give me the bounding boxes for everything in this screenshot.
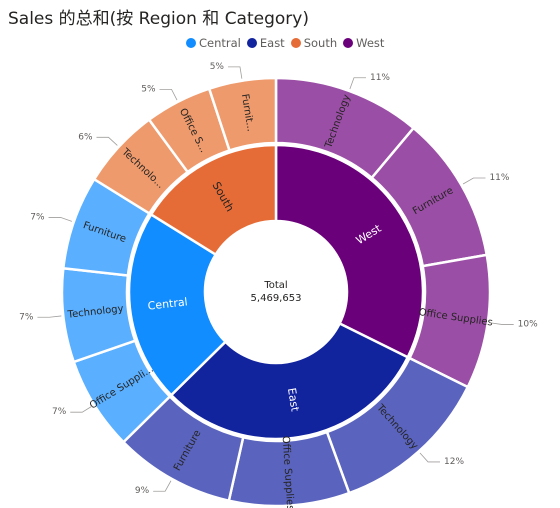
leader-line [489,322,514,325]
data-label-pct: 9% [135,486,150,496]
leader-line [153,480,172,492]
legend-marker [246,38,257,48]
data-label-pct: 12% [444,457,464,467]
leader-line [37,315,62,318]
legend-label: East [259,36,285,50]
data-label-pct: 7% [30,212,45,222]
chart-title: Sales 的总和(按 Region 和 Category) [8,9,309,29]
data-label-pct: 5% [141,84,156,94]
inner-segment-west[interactable] [274,143,425,359]
legend-item-west[interactable]: West [343,36,384,50]
data-label-pct: 5% [210,62,225,72]
leader-line [419,452,441,463]
inner-segment-east-label: East [285,387,302,413]
inner-segment-east[interactable] [169,322,409,441]
center-label: Total [263,280,287,291]
inner-segment-central[interactable] [127,213,227,397]
data-label-pct: 11% [370,73,390,83]
data-label-pct: 11% [489,173,509,183]
inner-segment-south[interactable] [149,143,278,256]
labels: 11% 11% 10% 12% 9% 7% 7% 7% 6% 5% 5% [19,62,538,496]
data-label-pct: 6% [78,132,93,142]
leader-line [159,88,178,101]
leader-line [227,66,243,79]
outer-segment-south-11[interactable] [207,76,278,152]
leader-line [349,77,366,90]
legend-marker [290,38,301,48]
legend-item-south[interactable]: South [290,36,338,50]
leader-line [96,136,118,146]
legend-item-central[interactable]: Central [186,36,241,50]
data-label-pct: 7% [19,312,34,322]
legend-label: South [303,36,338,50]
data-label-pct: 10% [518,319,538,329]
legend-item-east[interactable]: East [246,36,285,50]
leader-line [70,405,93,413]
center-value: 5,469,653 [251,293,302,304]
inner-segment-central-label: Central [147,295,188,312]
legend-label: Central [199,36,241,50]
leader-line [462,177,486,185]
legend-label: West [356,36,385,50]
leader-line [48,217,73,222]
legend-marker [343,38,354,48]
legend-marker [186,38,196,48]
legend: Central East South West [186,35,390,51]
outer-segment-east-4-label: Office Supplies [280,436,296,508]
data-label-pct: 7% [52,407,67,417]
